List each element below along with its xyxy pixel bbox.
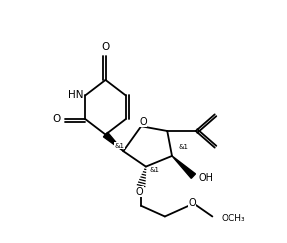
Text: OH: OH (199, 174, 214, 183)
Polygon shape (103, 132, 123, 151)
Text: &1: &1 (150, 167, 160, 173)
Text: &1: &1 (179, 144, 188, 150)
Text: O: O (188, 199, 196, 208)
Text: O: O (139, 117, 147, 127)
Text: OCH₃: OCH₃ (221, 214, 245, 223)
Text: O: O (52, 114, 60, 124)
Text: O: O (101, 42, 110, 52)
Text: &1: &1 (115, 143, 125, 149)
Polygon shape (172, 156, 195, 178)
Text: O: O (135, 187, 143, 197)
Text: HN: HN (68, 90, 83, 100)
